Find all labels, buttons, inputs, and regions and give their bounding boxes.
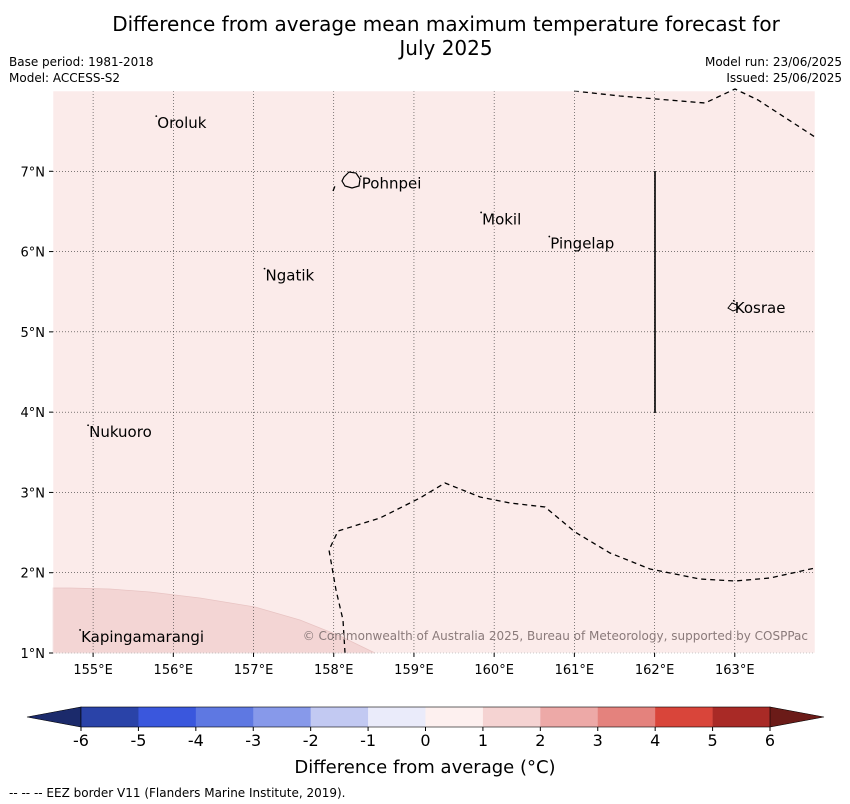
axis-ticks: 155°E 156°E 157°E 158°E 159°E 160°E 161°E 162°E…: [21, 165, 755, 678]
lat-tick-label: 1°N: [21, 647, 46, 662]
lon-tick-label: 163°E: [715, 663, 755, 678]
place-marker: [155, 115, 158, 118]
meta-left: Base period: 1981-2018 Model: ACCESS-S2: [9, 54, 154, 86]
colorbar-segment: [368, 707, 426, 727]
colorbar-tick-label: 2: [535, 731, 545, 750]
place-label-pingelap: Pingelap: [550, 235, 614, 253]
colorbar-segment: [138, 707, 197, 727]
colorbar-segment: [597, 707, 656, 727]
meta-right: Model run: 23/06/2025 Issued: 25/06/2025: [705, 54, 842, 86]
colorbar-segment: [310, 707, 369, 727]
colorbar-segment: [482, 707, 541, 727]
place-marker: [548, 235, 551, 238]
colorbar-extend-low: [26, 706, 82, 728]
colorbar-segment: [425, 707, 484, 727]
eez-border-fragment: [332, 185, 336, 192]
colorbar-tick-label: 1: [478, 731, 488, 750]
copyright-notice: © Commonwealth of Australia 2025, Bureau…: [303, 629, 808, 643]
colorbar-segment: [540, 707, 599, 727]
lat-tick-label: 2°N: [21, 567, 46, 582]
lat-tick-label: 6°N: [21, 246, 46, 261]
place-marker: [359, 175, 362, 178]
colorbar-segment: [253, 707, 311, 727]
colorbar-tick-label: -1: [360, 731, 376, 750]
place-label-ngatik: Ngatik: [266, 267, 315, 285]
place-marker: [732, 299, 735, 302]
pohnpei-island: [341, 171, 361, 189]
lon-tick-label: 155°E: [73, 663, 113, 678]
place-labels: Oroluk Pohnpei Mokil Pingelap Ngatik Kosrae Nu…: [79, 114, 785, 646]
colorbar-tick-label: -6: [73, 731, 89, 750]
lon-tick-label: 159°E: [394, 663, 434, 678]
place-marker: [263, 267, 266, 270]
place-label-mokil: Mokil: [482, 210, 521, 228]
eez-borders: [328, 88, 816, 654]
eez-border-north: [573, 88, 816, 138]
lon-tick-label: 157°E: [234, 663, 274, 678]
map-background-fill: [53, 91, 815, 653]
model-run: Model run: 23/06/2025: [704, 55, 842, 69]
map-frame: [52, 90, 816, 654]
model-name: Model: ACCESS-S2: [9, 71, 121, 85]
colorbar-segment: [195, 707, 254, 727]
lon-tick-label: 162°E: [635, 663, 675, 678]
title-line-1: Difference from average mean maximum tem…: [112, 12, 780, 36]
place-label-pohnpei: Pohnpei: [362, 174, 422, 192]
eez-border-south: [328, 482, 816, 654]
colorbar-tick-label: 4: [650, 731, 660, 750]
colorbar-label: Difference from average (°C): [294, 757, 556, 778]
footnote: -- -- -- EEZ border V11 (Flanders Marine…: [9, 786, 346, 800]
colorbar-segment: [81, 707, 139, 727]
place-marker: [79, 629, 81, 631]
colorbar-tick-label: 6: [765, 731, 775, 750]
kosrae-island: [727, 302, 739, 312]
colorbar: -6 -5 -4 -3 -2 -1 0 1 2 3 4 5 6: [26, 706, 825, 750]
place-label-kapingamarangi: Kapingamarangi: [81, 628, 204, 646]
colorbar-tick-label: -5: [130, 731, 146, 750]
lon-tick-label: 158°E: [314, 663, 354, 678]
colorbar-extend-high: [769, 706, 825, 728]
lat-tick-label: 3°N: [21, 486, 46, 501]
lon-tick-label: 160°E: [474, 663, 514, 678]
place-marker: [87, 424, 89, 427]
title-line-2: July 2025: [399, 36, 493, 60]
colorbar-tick-label: 0: [420, 731, 430, 750]
place-label-kosrae: Kosrae: [735, 299, 786, 317]
chart-title: Difference from average mean maximum tem…: [0, 12, 850, 60]
place-label-nukuoro: Nukuoro: [89, 423, 152, 441]
colorbar-tick-label: 5: [707, 731, 717, 750]
place-label-oroluk: Oroluk: [157, 114, 206, 132]
lat-tick-label: 4°N: [21, 406, 46, 421]
map-area: Oroluk Pohnpei Mokil Pingelap Ngatik Kosrae Nu…: [52, 88, 816, 654]
colorbar-tick-label: 3: [593, 731, 603, 750]
colorbar-tick-label: -4: [188, 731, 204, 750]
issued-date: Issued: 25/06/2025: [726, 71, 842, 85]
lon-tick-label: 161°E: [555, 663, 595, 678]
lat-tick-label: 5°N: [21, 326, 46, 341]
lat-tick-label: 7°N: [21, 165, 46, 180]
colorbar-tick-label: -3: [245, 731, 261, 750]
colorbar-segment: [655, 707, 713, 727]
lon-tick-label: 156°E: [154, 663, 194, 678]
colorbar-segment: [712, 707, 771, 727]
place-marker: [480, 211, 483, 214]
base-period: Base period: 1981-2018: [9, 55, 154, 69]
colorbar-tick-label: -2: [303, 731, 319, 750]
